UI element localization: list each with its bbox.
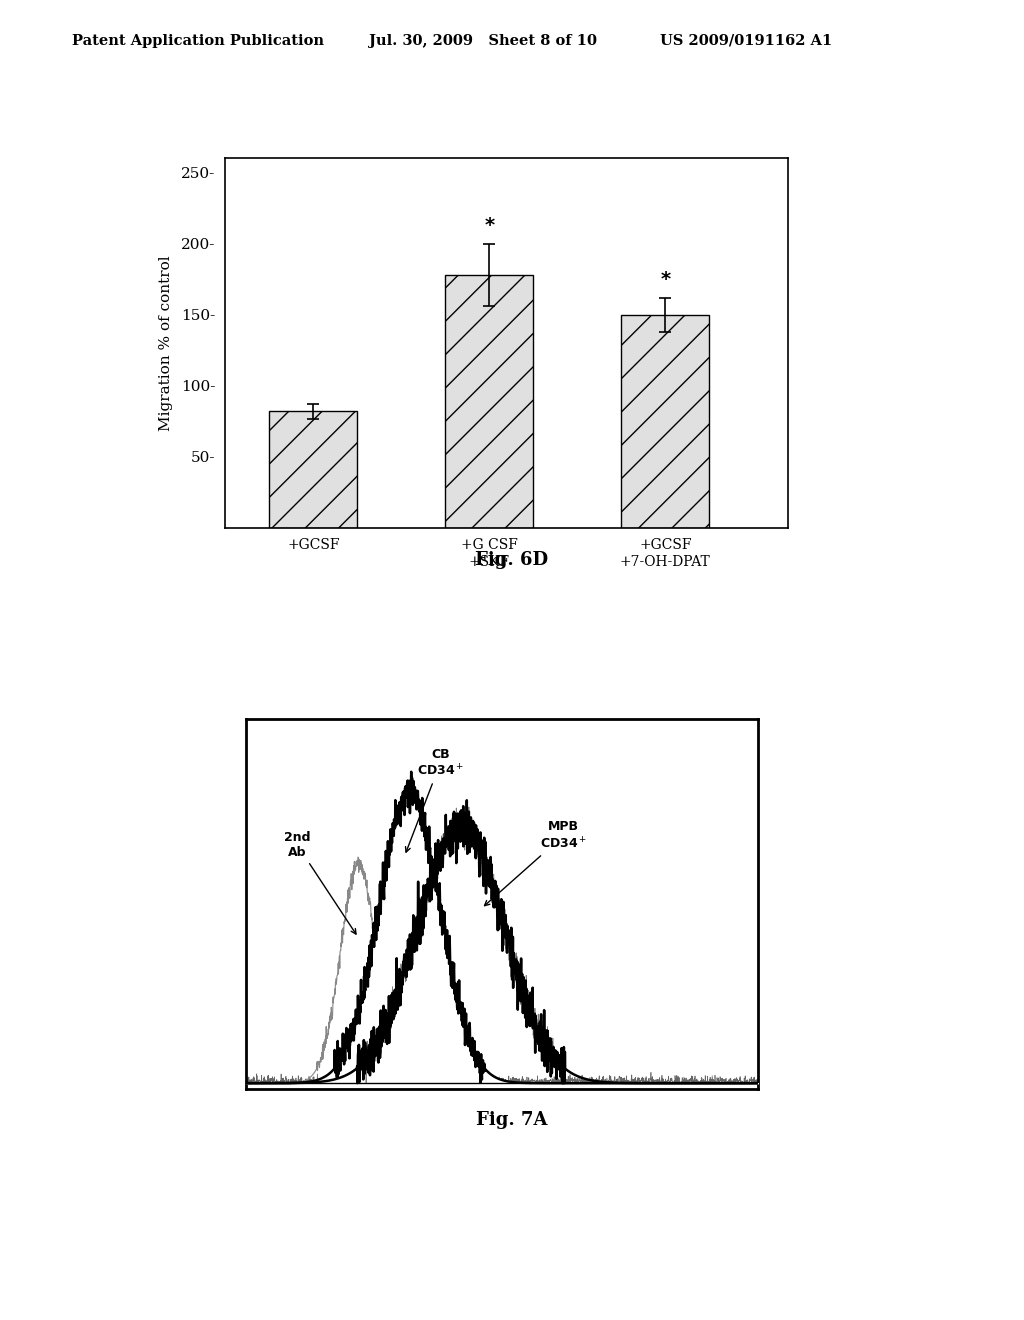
Bar: [445, 275, 534, 528]
Text: 2nd
Ab: 2nd Ab: [284, 830, 356, 935]
Text: Jul. 30, 2009   Sheet 8 of 10: Jul. 30, 2009 Sheet 8 of 10: [369, 34, 597, 48]
Text: *: *: [660, 271, 671, 289]
Text: CB
CD34$^+$: CB CD34$^+$: [406, 747, 464, 853]
Text: Patent Application Publication: Patent Application Publication: [72, 34, 324, 48]
Text: US 2009/0191162 A1: US 2009/0191162 A1: [660, 34, 833, 48]
Text: Fig. 6D: Fig. 6D: [475, 550, 549, 569]
Text: *: *: [484, 216, 495, 235]
Y-axis label: Migration % of control: Migration % of control: [159, 255, 173, 432]
Text: MPB
CD34$^+$: MPB CD34$^+$: [484, 821, 587, 906]
Bar: [622, 314, 710, 528]
Bar: [269, 412, 357, 528]
Text: Fig. 7A: Fig. 7A: [476, 1110, 548, 1129]
